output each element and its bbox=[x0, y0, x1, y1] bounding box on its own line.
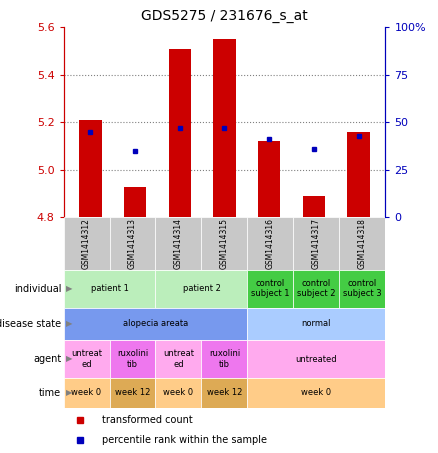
Text: normal: normal bbox=[302, 319, 331, 328]
Bar bbox=[64, 217, 110, 270]
Text: week 12: week 12 bbox=[207, 389, 242, 397]
Text: GSM1414315: GSM1414315 bbox=[220, 218, 229, 269]
Text: ruxolini
tib: ruxolini tib bbox=[117, 349, 148, 369]
Text: control
subject 2: control subject 2 bbox=[297, 279, 336, 299]
Text: alopecia areata: alopecia areata bbox=[123, 319, 188, 328]
Bar bbox=[247, 308, 385, 340]
Bar bbox=[247, 378, 385, 408]
Text: untreat
ed: untreat ed bbox=[71, 349, 102, 369]
Bar bbox=[110, 378, 155, 408]
Bar bbox=[79, 120, 102, 217]
Text: individual: individual bbox=[14, 284, 61, 294]
Bar bbox=[339, 270, 385, 308]
Bar bbox=[293, 270, 339, 308]
Bar bbox=[64, 270, 155, 308]
Bar bbox=[155, 270, 247, 308]
Bar bbox=[247, 340, 385, 378]
Bar bbox=[155, 378, 201, 408]
Text: control
subject 1: control subject 1 bbox=[251, 279, 290, 299]
Bar bbox=[347, 132, 370, 217]
Bar bbox=[201, 340, 247, 378]
Bar bbox=[169, 48, 191, 217]
Text: week 0: week 0 bbox=[163, 389, 194, 397]
Text: week 0: week 0 bbox=[301, 389, 332, 397]
Bar bbox=[155, 340, 201, 378]
Text: untreated: untreated bbox=[296, 355, 337, 363]
Text: ▶: ▶ bbox=[66, 389, 72, 397]
Text: patient 2: patient 2 bbox=[183, 284, 220, 293]
Text: control
subject 3: control subject 3 bbox=[343, 279, 382, 299]
Bar bbox=[124, 187, 146, 217]
Bar bbox=[110, 340, 155, 378]
Bar bbox=[247, 270, 293, 308]
Title: GDS5275 / 231676_s_at: GDS5275 / 231676_s_at bbox=[141, 10, 308, 24]
Text: GSM1414312: GSM1414312 bbox=[82, 218, 91, 269]
Text: GSM1414317: GSM1414317 bbox=[312, 218, 321, 269]
Bar bbox=[155, 217, 201, 270]
Text: time: time bbox=[39, 388, 61, 398]
Bar bbox=[247, 217, 293, 270]
Bar bbox=[213, 39, 236, 217]
Text: GSM1414314: GSM1414314 bbox=[174, 218, 183, 269]
Text: GSM1414318: GSM1414318 bbox=[358, 218, 367, 269]
Bar bbox=[110, 217, 155, 270]
Text: untreat
ed: untreat ed bbox=[163, 349, 194, 369]
Text: GSM1414313: GSM1414313 bbox=[128, 218, 137, 269]
Bar bbox=[201, 217, 247, 270]
Text: week 0: week 0 bbox=[71, 389, 102, 397]
Bar bbox=[64, 340, 110, 378]
Text: ▶: ▶ bbox=[66, 284, 72, 293]
Text: week 12: week 12 bbox=[115, 389, 150, 397]
Text: disease state: disease state bbox=[0, 319, 61, 329]
Text: ruxolini
tib: ruxolini tib bbox=[209, 349, 240, 369]
Bar bbox=[303, 196, 325, 217]
Text: ▶: ▶ bbox=[66, 355, 72, 363]
Bar bbox=[339, 217, 385, 270]
Text: transformed count: transformed count bbox=[102, 415, 193, 425]
Text: percentile rank within the sample: percentile rank within the sample bbox=[102, 435, 267, 445]
Text: GSM1414316: GSM1414316 bbox=[266, 218, 275, 269]
Bar bbox=[64, 378, 110, 408]
Text: ▶: ▶ bbox=[66, 319, 72, 328]
Text: agent: agent bbox=[33, 354, 61, 364]
Bar bbox=[201, 378, 247, 408]
Bar bbox=[64, 308, 247, 340]
Text: patient 1: patient 1 bbox=[91, 284, 128, 293]
Bar bbox=[293, 217, 339, 270]
Bar bbox=[258, 141, 280, 217]
